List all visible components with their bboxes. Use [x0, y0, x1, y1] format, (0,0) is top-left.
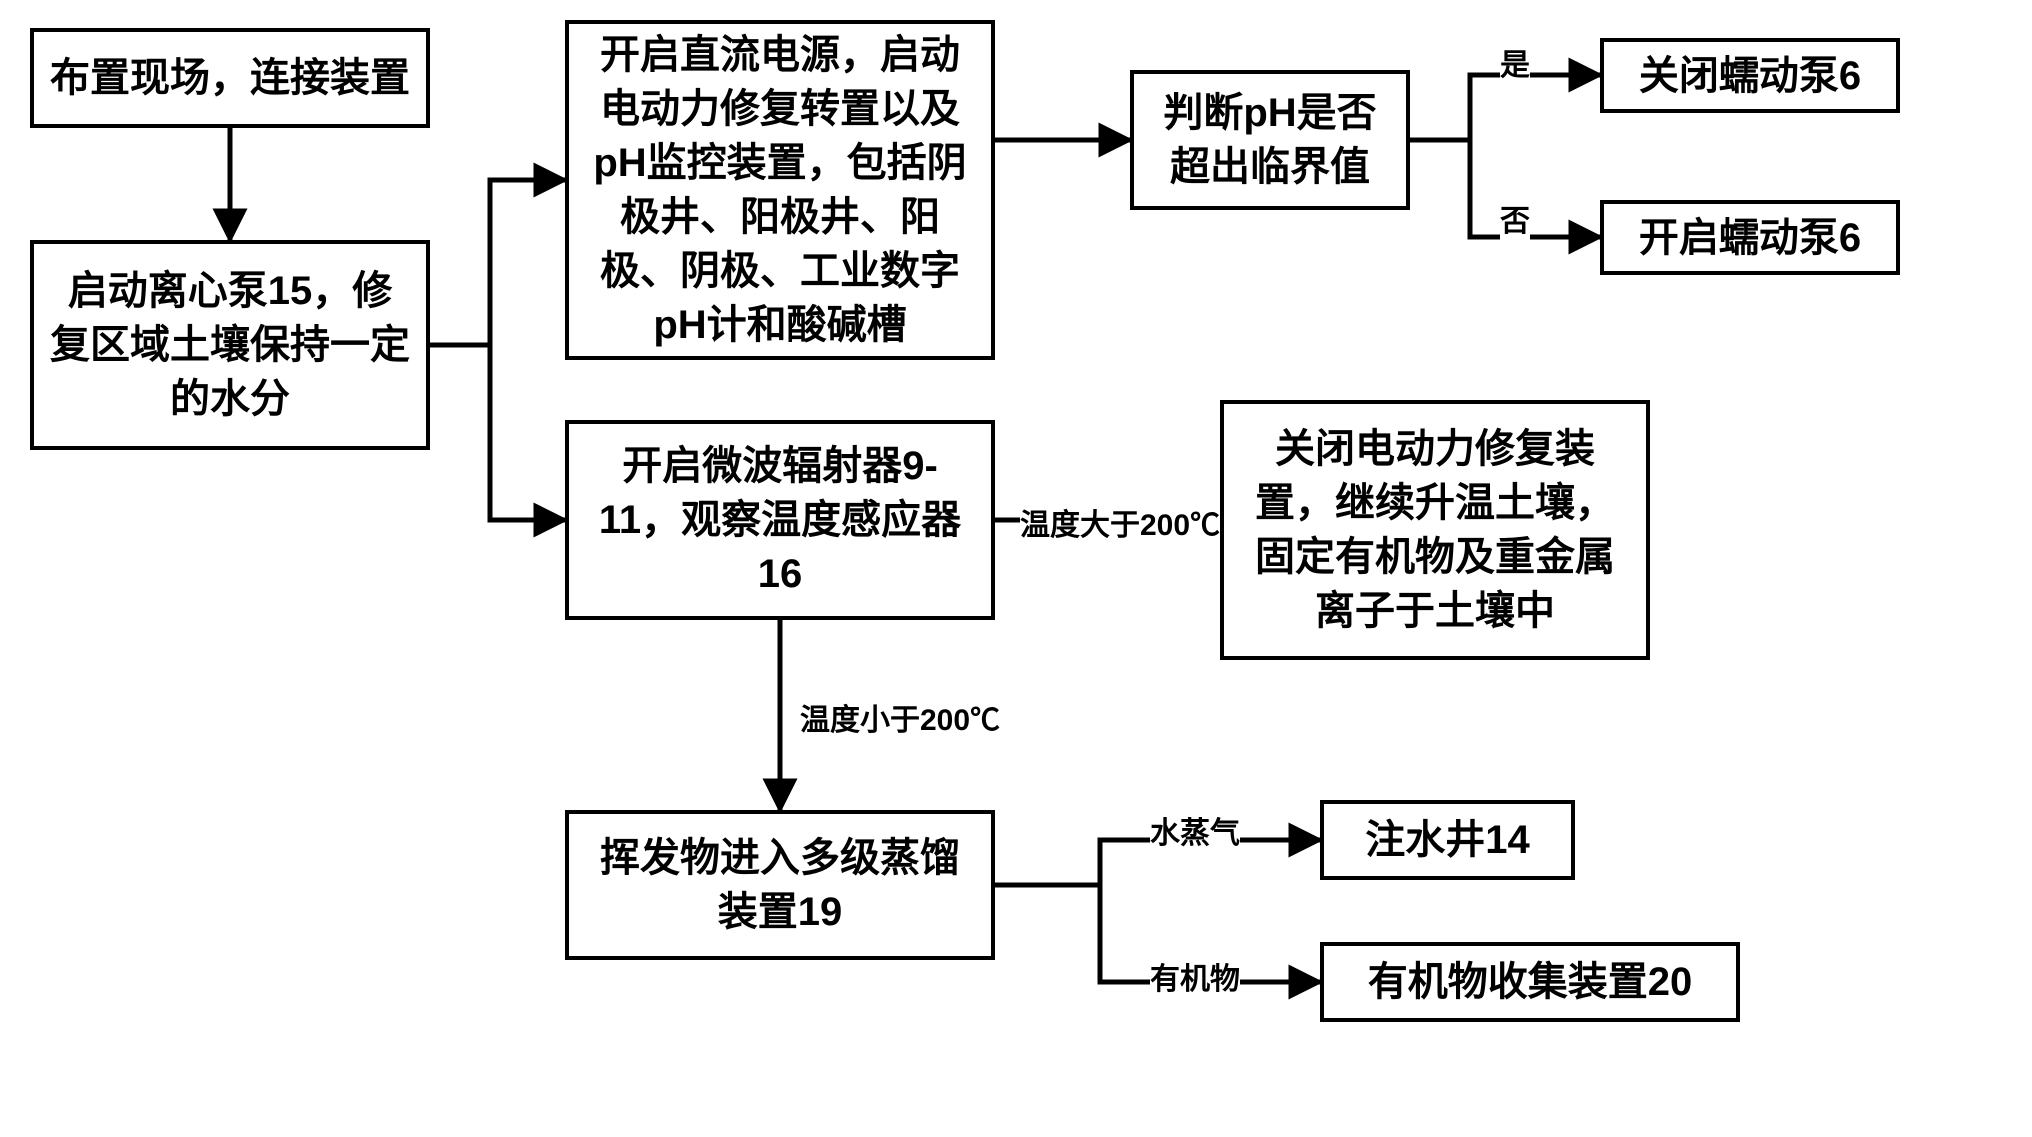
flow-node-n1: 布置现场，连接装置	[30, 28, 430, 128]
edge-n2-n3	[430, 180, 565, 345]
flow-node-n3: 开启直流电源，启动电动力修复转置以及pH监控装置，包括阴极井、阳极井、阳极、阴极…	[565, 20, 995, 360]
flowchart-canvas: 布置现场，连接装置启动离心泵15，修复区域土壤保持一定的水分 开启直流电源，启动电…	[0, 0, 2032, 1137]
flow-node-n8: 挥发物进入多级蒸馏装置19	[565, 810, 995, 960]
flow-node-n6: 开启微波辐射器9-11，观察温度感应器16	[565, 420, 995, 620]
flow-node-text: 开启直流电源，启动电动力修复转置以及pH监控装置，包括阴极井、阳极井、阳极、阴极…	[583, 28, 977, 352]
flow-node-text: 启动离心泵15，修复区域土壤保持一定的水分	[48, 264, 412, 426]
edge-label: 否	[1500, 196, 1530, 240]
flow-node-n9: 注水井14	[1320, 800, 1575, 880]
flow-node-n4: 判断pH是否超出临界值	[1130, 70, 1410, 210]
flow-node-n5b: 开启蠕动泵6	[1600, 200, 1900, 275]
flow-node-text: 关闭蠕动泵6	[1639, 49, 1861, 103]
flow-node-n7: 关闭电动力修复装置，继续升温土壤，固定有机物及重金属离子于土壤中	[1220, 400, 1650, 660]
flow-node-n10: 有机物收集装置20	[1320, 942, 1740, 1022]
flow-node-text: 关闭电动力修复装置，继续升温土壤，固定有机物及重金属离子于土壤中	[1238, 422, 1632, 638]
edge-n2-n6	[430, 345, 565, 520]
flow-node-text: 有机物收集装置20	[1368, 955, 1693, 1009]
edge-label: 有机物	[1150, 954, 1240, 998]
edge-label: 温度大于200℃	[1020, 500, 1220, 544]
edge-label: 水蒸气	[1150, 808, 1240, 852]
edge-label: 温度小于200℃	[800, 695, 1000, 739]
flow-node-text: 开启蠕动泵6	[1639, 211, 1861, 265]
flow-node-text: 判断pH是否超出临界值	[1148, 86, 1392, 194]
flow-node-text: 布置现场，连接装置	[50, 51, 410, 105]
edge-n4-n5a	[1410, 75, 1600, 140]
flow-node-text: 挥发物进入多级蒸馏装置19	[583, 831, 977, 939]
flow-node-text: 开启微波辐射器9-11，观察温度感应器16	[583, 439, 977, 601]
flow-node-text: 注水井14	[1365, 813, 1530, 867]
flow-node-n2: 启动离心泵15，修复区域土壤保持一定的水分	[30, 240, 430, 450]
edge-label: 是	[1500, 40, 1530, 84]
flow-node-n5a: 关闭蠕动泵6	[1600, 38, 1900, 113]
